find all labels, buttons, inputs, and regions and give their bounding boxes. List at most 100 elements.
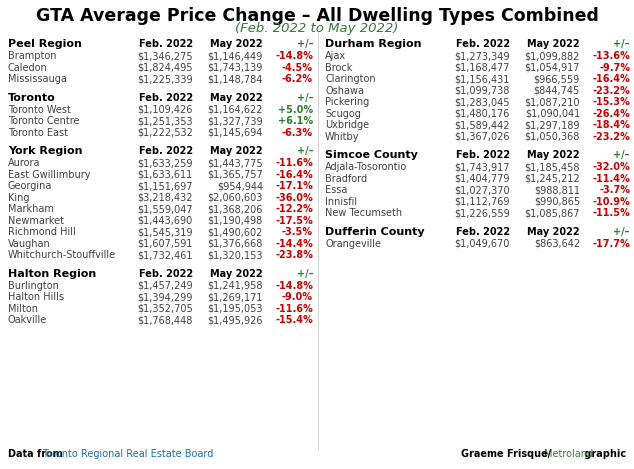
Text: $1,480,176: $1,480,176 <box>455 108 510 119</box>
Text: $1,768,448: $1,768,448 <box>138 315 193 325</box>
Text: Richmond Hill: Richmond Hill <box>8 227 75 237</box>
Text: -17.1%: -17.1% <box>275 181 313 191</box>
Text: -11.4%: -11.4% <box>592 174 630 183</box>
Text: $1,320,153: $1,320,153 <box>207 250 263 260</box>
Text: $1,099,882: $1,099,882 <box>524 51 580 61</box>
Text: -9.7%: -9.7% <box>599 62 630 73</box>
Text: -10.9%: -10.9% <box>592 197 630 206</box>
Text: -23.2%: -23.2% <box>592 131 630 142</box>
Text: $1,185,458: $1,185,458 <box>524 162 580 172</box>
Text: -32.0%: -32.0% <box>592 162 630 172</box>
Text: Vaughan: Vaughan <box>8 239 51 249</box>
Text: $1,346,275: $1,346,275 <box>138 51 193 61</box>
Text: $1,283,045: $1,283,045 <box>455 97 510 107</box>
Text: Toronto: Toronto <box>8 92 56 103</box>
Text: $1,109,426: $1,109,426 <box>138 105 193 114</box>
Text: Feb. 2022: Feb. 2022 <box>139 146 193 156</box>
Text: $1,743,139: $1,743,139 <box>207 62 263 73</box>
Text: +/–: +/– <box>297 92 313 103</box>
Text: $1,376,668: $1,376,668 <box>207 239 263 249</box>
Text: $1,226,559: $1,226,559 <box>454 208 510 218</box>
Text: May 2022: May 2022 <box>527 150 580 160</box>
Text: -15.4%: -15.4% <box>275 315 313 325</box>
Text: -36.0%: -36.0% <box>275 192 313 203</box>
Text: Whitby: Whitby <box>325 131 359 142</box>
Text: $1,443,775: $1,443,775 <box>207 158 263 168</box>
Text: Scugog: Scugog <box>325 108 361 119</box>
Text: +/–: +/– <box>297 39 313 49</box>
Text: -9.0%: -9.0% <box>282 292 313 302</box>
Text: Burlington: Burlington <box>8 280 59 290</box>
Text: -4.5%: -4.5% <box>282 62 313 73</box>
Text: $1,245,212: $1,245,212 <box>524 174 580 183</box>
Text: Aurora: Aurora <box>8 158 41 168</box>
Text: +/–: +/– <box>614 227 630 236</box>
Text: -11.6%: -11.6% <box>275 158 313 168</box>
Text: $863,642: $863,642 <box>534 239 580 249</box>
Text: Innisfil: Innisfil <box>325 197 357 206</box>
Text: May 2022: May 2022 <box>210 39 263 49</box>
Text: -11.6%: -11.6% <box>275 303 313 313</box>
Text: $1,151,697: $1,151,697 <box>138 181 193 191</box>
Text: -18.4%: -18.4% <box>592 120 630 130</box>
Text: Halton Hills: Halton Hills <box>8 292 64 302</box>
Text: Feb. 2022: Feb. 2022 <box>139 268 193 279</box>
Text: $1,457,249: $1,457,249 <box>138 280 193 290</box>
Text: Whitchurch-Stouffville: Whitchurch-Stouffville <box>8 250 116 260</box>
Text: Milton: Milton <box>8 303 38 313</box>
Text: -12.2%: -12.2% <box>275 204 313 214</box>
Text: Feb. 2022: Feb. 2022 <box>456 39 510 49</box>
Text: Georgina: Georgina <box>8 181 53 191</box>
Text: $1,365,757: $1,365,757 <box>207 169 263 180</box>
Text: -17.5%: -17.5% <box>275 215 313 226</box>
Text: $1,743,917: $1,743,917 <box>455 162 510 172</box>
Text: Feb. 2022: Feb. 2022 <box>139 92 193 103</box>
Text: Graeme Frisque/: Graeme Frisque/ <box>461 449 551 459</box>
Text: -6.2%: -6.2% <box>282 74 313 84</box>
Text: -16.4%: -16.4% <box>275 169 313 180</box>
Text: Brock: Brock <box>325 62 353 73</box>
Text: Durham Region: Durham Region <box>325 39 422 49</box>
Text: Metroland: Metroland <box>544 449 593 459</box>
Text: $1,633,259: $1,633,259 <box>138 158 193 168</box>
Text: -14.8%: -14.8% <box>275 51 313 61</box>
Text: Pickering: Pickering <box>325 97 369 107</box>
Text: $1,589,442: $1,589,442 <box>455 120 510 130</box>
Text: Mississauga: Mississauga <box>8 74 67 84</box>
Text: $1,545,319: $1,545,319 <box>138 227 193 237</box>
Text: -23.8%: -23.8% <box>275 250 313 260</box>
Text: Oakville: Oakville <box>8 315 48 325</box>
Text: $1,156,431: $1,156,431 <box>455 74 510 84</box>
Text: +/–: +/– <box>297 146 313 156</box>
Text: $1,327,739: $1,327,739 <box>207 116 263 126</box>
Text: $1,190,498: $1,190,498 <box>208 215 263 226</box>
Text: (Feb. 2022 to May 2022): (Feb. 2022 to May 2022) <box>235 22 399 35</box>
Text: +/–: +/– <box>614 150 630 160</box>
Text: May 2022: May 2022 <box>527 227 580 236</box>
Text: $1,054,917: $1,054,917 <box>524 62 580 73</box>
Text: $1,168,477: $1,168,477 <box>455 62 510 73</box>
Text: -11.5%: -11.5% <box>592 208 630 218</box>
Text: $1,112,769: $1,112,769 <box>455 197 510 206</box>
Text: Orangeville: Orangeville <box>325 239 381 249</box>
Text: $1,145,694: $1,145,694 <box>207 128 263 137</box>
Text: -23.2%: -23.2% <box>592 85 630 96</box>
Text: Toronto Centre: Toronto Centre <box>8 116 79 126</box>
Text: Simcoe County: Simcoe County <box>325 150 418 160</box>
Text: -17.7%: -17.7% <box>592 239 630 249</box>
Text: $990,865: $990,865 <box>534 197 580 206</box>
Text: $1,824,495: $1,824,495 <box>138 62 193 73</box>
Text: $1,559,047: $1,559,047 <box>138 204 193 214</box>
Text: $1,732,461: $1,732,461 <box>138 250 193 260</box>
Text: $844,745: $844,745 <box>534 85 580 96</box>
Text: +/–: +/– <box>297 268 313 279</box>
Text: $1,352,705: $1,352,705 <box>137 303 193 313</box>
Text: East Gwillimbury: East Gwillimbury <box>8 169 91 180</box>
Text: -3.5%: -3.5% <box>282 227 313 237</box>
Text: $1,146,449: $1,146,449 <box>208 51 263 61</box>
Text: +5.0%: +5.0% <box>278 105 313 114</box>
Text: $1,148,784: $1,148,784 <box>207 74 263 84</box>
Text: $1,099,738: $1,099,738 <box>455 85 510 96</box>
Text: Newmarket: Newmarket <box>8 215 64 226</box>
Text: $954,944: $954,944 <box>217 181 263 191</box>
